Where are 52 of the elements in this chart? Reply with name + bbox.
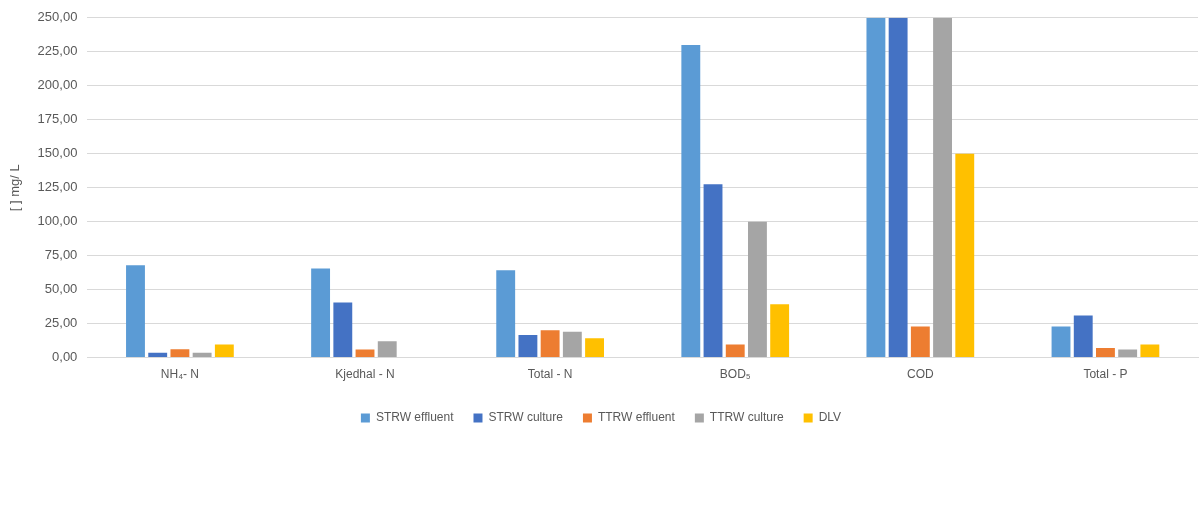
bar <box>955 153 975 358</box>
bar <box>333 302 353 358</box>
bar <box>748 221 767 358</box>
y-tick-label: 50,00 <box>44 281 78 297</box>
bar <box>681 44 701 358</box>
y-tick-label: 100,00 <box>37 213 78 229</box>
bar <box>540 330 560 358</box>
x-tick-label: Total - N <box>527 367 573 382</box>
bar <box>192 352 212 358</box>
legend-label: STRW culture <box>488 410 564 425</box>
bar <box>311 268 331 358</box>
legend-label: DLV <box>818 410 842 425</box>
bar <box>214 344 234 358</box>
y-tick-label: 200,00 <box>37 77 78 93</box>
bar <box>1140 344 1160 358</box>
bar <box>910 326 930 358</box>
bar <box>377 341 397 358</box>
bar <box>518 335 538 358</box>
y-tick-label: 25,00 <box>44 315 78 331</box>
bar <box>1118 349 1138 358</box>
legend-label: STRW effluent <box>375 410 455 425</box>
x-tick-label: Kjedhal - N <box>335 367 395 382</box>
x-tick-label: COD <box>907 367 934 382</box>
y-tick-label: 250,00 <box>37 9 78 25</box>
y-tick-label: 125,00 <box>37 179 78 195</box>
y-tick-label: 75,00 <box>44 247 78 263</box>
legend-label: TTRW effluent <box>597 410 676 425</box>
bar <box>355 349 375 358</box>
y-tick-label: 0,00 <box>52 349 78 365</box>
y-tick-label: 175,00 <box>37 111 78 127</box>
bar <box>126 265 145 358</box>
x-tick-label: BOD₅ <box>719 367 751 382</box>
x-tick-label: NH₄- N <box>160 367 200 382</box>
y-tick-label: 150,00 <box>37 145 78 161</box>
bar <box>725 344 745 358</box>
bar <box>1096 347 1115 358</box>
bar <box>562 331 582 358</box>
bar <box>496 270 516 358</box>
bar <box>770 304 790 358</box>
bar <box>703 184 723 358</box>
bar <box>148 352 168 358</box>
bar <box>866 17 886 358</box>
x-tick-label: Total - P <box>1083 367 1128 382</box>
bar <box>888 17 908 358</box>
y-axis-title: [ ] mg/ L <box>7 164 23 212</box>
bar <box>1051 326 1071 358</box>
legend-label: TTRW culture <box>709 410 784 425</box>
bar <box>1073 315 1093 358</box>
bar <box>585 338 604 358</box>
bar <box>933 17 952 358</box>
bar <box>170 349 190 358</box>
y-tick-label: 225,00 <box>37 43 78 59</box>
